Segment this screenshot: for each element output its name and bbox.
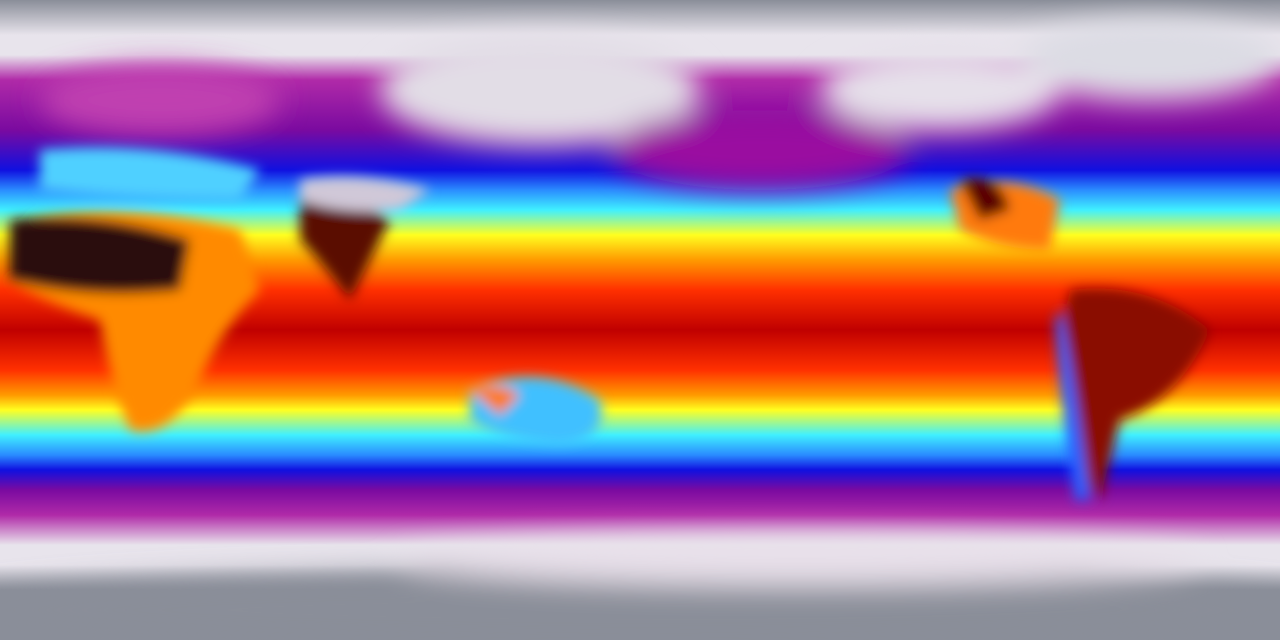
antarctica: [0, 570, 1280, 640]
europe-cold: [40, 65, 280, 135]
north-america-north: [820, 50, 1060, 130]
tibet: [300, 176, 430, 212]
sahara: [10, 217, 190, 294]
siberia: [380, 35, 700, 145]
australia-northwest: [470, 386, 520, 415]
usa-west: [960, 178, 1010, 220]
arabia-india: [300, 200, 390, 300]
north-pacific-cold: [610, 110, 910, 190]
europe: [40, 147, 260, 200]
arctic-ice: [1020, 20, 1280, 100]
southern-white: [400, 535, 1200, 585]
south-america: [1063, 288, 1210, 500]
south-america-west: [1055, 310, 1090, 500]
